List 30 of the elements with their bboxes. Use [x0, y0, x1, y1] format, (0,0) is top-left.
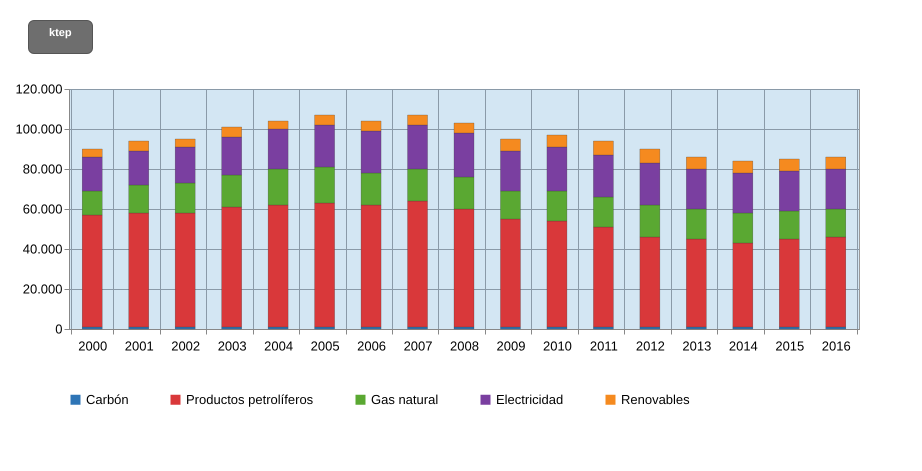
x-tick-label: 2011 — [590, 338, 618, 354]
legend-label: Carbón — [86, 392, 129, 407]
x-tick-label: 2002 — [171, 338, 200, 354]
x-tick-label: 2000 — [78, 338, 108, 354]
y-tick-label: 120.000 — [16, 82, 62, 96]
y-tick-label: 80.000 — [22, 162, 62, 176]
legend-label: Gas natural — [371, 392, 438, 407]
x-tick-label: 2007 — [404, 338, 432, 354]
x-tick-label: 2015 — [775, 338, 804, 354]
y-tick-label: 100.000 — [16, 122, 62, 136]
x-tick-label: 2010 — [542, 338, 572, 354]
y-tick-label: 60.000 — [22, 202, 62, 216]
y-tick-label: 20.000 — [22, 282, 62, 296]
legend-label: Productos petrolíferos — [186, 392, 314, 407]
x-tick-label: 2009 — [496, 338, 526, 354]
x-tick-label: 2013 — [682, 338, 712, 354]
x-tick-label: 2008 — [450, 338, 479, 354]
x-tick-label: 2003 — [218, 338, 247, 354]
x-tick-label: 2005 — [310, 338, 340, 354]
x-tick-label: 2006 — [357, 338, 386, 354]
legend-label: Renovables — [621, 392, 690, 407]
x-tick-label: 2016 — [822, 338, 851, 354]
x-tick-label: 2012 — [636, 338, 665, 354]
x-tick-label: 2004 — [264, 338, 294, 354]
y-tick-label: 40.000 — [22, 242, 62, 256]
x-tick-label: 2001 — [124, 338, 154, 354]
text: ktep — [28, 20, 93, 54]
x-tick-label: 2014 — [728, 338, 758, 354]
y-tick-label: 0 — [55, 322, 62, 336]
legend-label: Electricidad — [496, 392, 564, 407]
